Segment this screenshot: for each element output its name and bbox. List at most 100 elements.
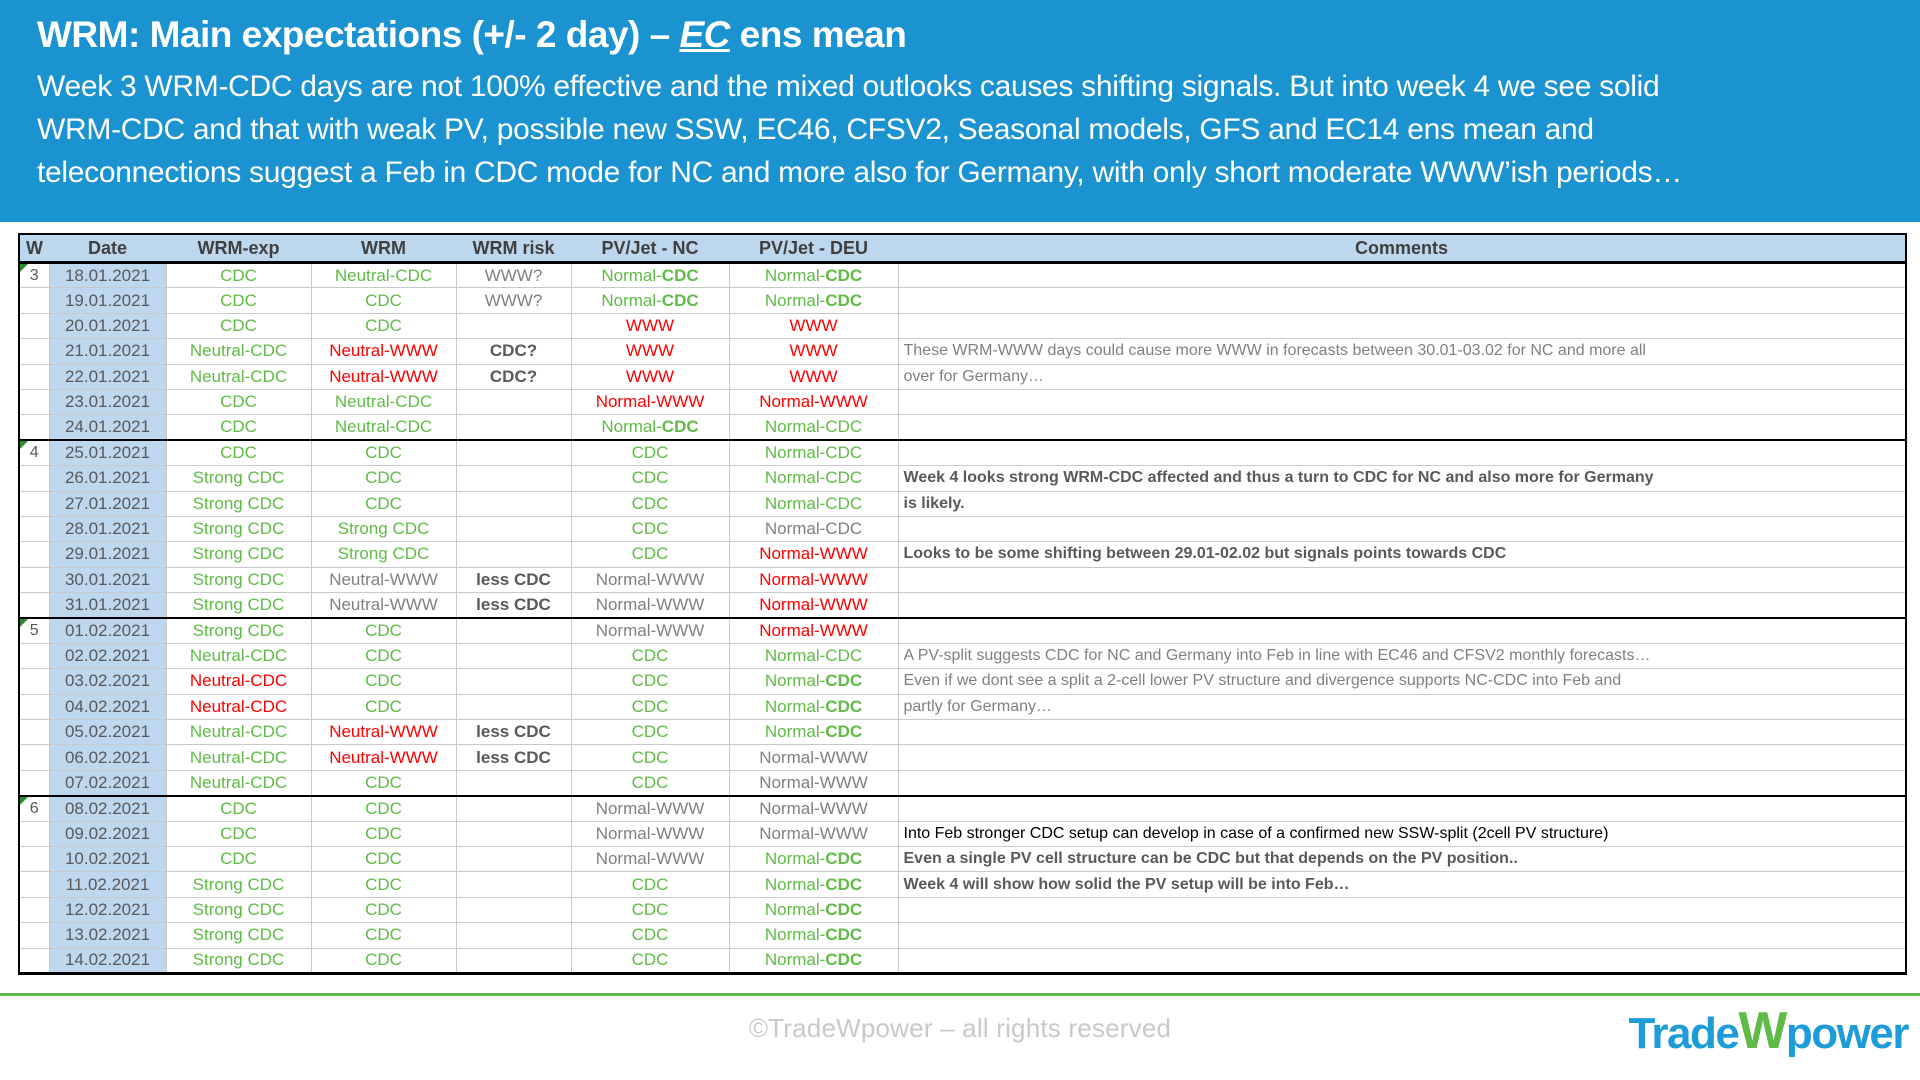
cell-pvjet-nc: CDC	[570, 515, 730, 543]
cell-wrm-risk	[455, 947, 572, 974]
cell-pvjet-nc: Normal-WWW	[570, 566, 730, 594]
cell-pvjet-nc: Normal-CDC	[570, 414, 730, 441]
logo-text-power: power	[1785, 1009, 1910, 1058]
cell-text-prefix: Normal-	[764, 290, 826, 310]
cell-pvjet-nc: Normal-CDC	[570, 287, 730, 314]
cell-week	[18, 845, 50, 873]
cell-comment: These WRM-WWW days could cause more WWW …	[897, 338, 1907, 365]
cell-text-bold: CDC	[661, 290, 699, 310]
cell-wrm-exp: Neutral-CDC	[165, 363, 312, 390]
cell-pvjet-nc: Normal-WWW	[570, 616, 730, 644]
cell-wrm-risk: CDC?	[455, 363, 572, 390]
cell-wrm: Neutral-CDC	[310, 388, 457, 416]
cell-wrm-risk: CDC?	[455, 338, 572, 365]
cell-pvjet-deu: Normal-WWW	[728, 566, 899, 594]
cell-pvjet-deu: Normal-CDC	[728, 871, 899, 898]
cell-pvjet-nc: Normal-WWW	[570, 845, 730, 873]
cell-date: 30.01.2021	[48, 566, 167, 594]
column-header-wrm: WRM	[311, 234, 456, 264]
cell-wrm-risk	[455, 490, 572, 517]
cell-pvjet-nc: CDC	[570, 439, 730, 467]
cell-pvjet-nc: CDC	[570, 871, 730, 898]
cell-date: 03.02.2021	[48, 668, 167, 695]
cell-wrm-risk	[455, 642, 572, 670]
cell-wrm-risk	[455, 312, 572, 340]
cell-week	[18, 541, 50, 568]
cell-wrm-risk	[455, 439, 572, 467]
header-banner: WRM: Main expectations (+/- 2 day) – EC …	[0, 0, 1920, 222]
cell-comment	[897, 616, 1907, 644]
week-number: 4	[29, 444, 39, 462]
cell-wrm-risk	[455, 465, 572, 492]
cell-wrm-exp: Neutral-CDC	[165, 642, 312, 670]
cell-comment	[897, 261, 1907, 289]
cell-week: 6	[18, 794, 50, 822]
week-start-marker-icon	[20, 264, 28, 272]
cell-text-prefix: Normal-	[764, 696, 826, 716]
cell-wrm: Neutral-WWW	[310, 338, 457, 365]
cell-text-bold: CDC	[825, 899, 863, 919]
cell-wrm-exp: Strong CDC	[165, 616, 312, 644]
cell-wrm: Neutral-CDC	[310, 414, 457, 441]
table-header: W Date WRM-exp WRM WRM risk PV/Jet - NC PV/Jet…	[19, 234, 1906, 264]
cell-wrm: Strong CDC	[310, 541, 457, 568]
cell-wrm: CDC	[310, 465, 457, 492]
cell-wrm: CDC	[310, 642, 457, 670]
cell-pvjet-deu: Normal-CDC	[728, 668, 899, 695]
cell-text-prefix: Normal-	[764, 925, 826, 945]
cell-text-prefix: Normal-	[764, 899, 826, 919]
cell-text-prefix: Normal-	[601, 290, 662, 310]
subtitle-line: Week 3 WRM-CDC days are not 100% effecti…	[37, 70, 1660, 103]
cell-week	[18, 947, 50, 974]
cell-wrm-exp: Neutral-CDC	[165, 769, 312, 797]
table-row: 19.01.2021 CDC CDC WWW? Normal-CDC Normal-CDC	[18, 287, 1907, 314]
cell-wrm-exp: Neutral-CDC	[165, 668, 312, 695]
cell-date: 08.02.2021	[48, 794, 167, 822]
cell-wrm-exp: Strong CDC	[165, 947, 312, 974]
cell-pvjet-deu: Normal-CDC	[728, 947, 899, 974]
table-row: 4 25.01.2021 CDC CDC CDC Normal-CDC	[18, 439, 1907, 467]
cell-wrm-risk	[455, 668, 572, 695]
cell-pvjet-deu: Normal-CDC	[728, 515, 899, 543]
table-row: 02.02.2021 Neutral-CDC CDC CDC Normal-CDC A P…	[18, 642, 1907, 670]
cell-pvjet-nc: Normal-WWW	[570, 794, 730, 822]
cell-week	[18, 287, 50, 314]
cell-wrm-exp: CDC	[165, 261, 312, 289]
cell-pvjet-nc: CDC	[570, 693, 730, 721]
cell-wrm-exp: CDC	[165, 414, 312, 441]
table-row: 5 01.02.2021 Strong CDC CDC Normal-WWW Normal…	[18, 616, 1907, 644]
cell-wrm: CDC	[310, 871, 457, 898]
cell-wrm-exp: Neutral-CDC	[165, 693, 312, 721]
column-header-wrm-exp: WRM-exp	[166, 234, 311, 264]
week-start-marker-icon	[20, 797, 28, 805]
cell-wrm-risk	[455, 820, 572, 847]
cell-comment: is likely.	[897, 490, 1907, 517]
cell-pvjet-nc: Normal-WWW	[570, 820, 730, 847]
cell-comment	[897, 287, 1907, 314]
cell-wrm: CDC	[310, 820, 457, 847]
cell-wrm: CDC	[310, 312, 457, 340]
cell-week	[18, 388, 50, 416]
cell-wrm: Neutral-WWW	[310, 363, 457, 390]
cell-wrm-exp: CDC	[165, 845, 312, 873]
cell-text-prefix: Normal-	[764, 849, 826, 869]
cell-date: 10.02.2021	[48, 845, 167, 873]
table-row: 6 08.02.2021 CDC CDC Normal-WWW Normal-WWW	[18, 794, 1907, 822]
cell-pvjet-deu: Normal-CDC	[728, 287, 899, 314]
week-number: 5	[29, 621, 39, 639]
cell-text-prefix: Normal-	[764, 950, 826, 970]
column-header-pv-jet-nc: PV/Jet - NC	[571, 234, 729, 264]
cell-comment: Even a single PV cell structure can be C…	[897, 845, 1907, 873]
cell-wrm: CDC	[310, 439, 457, 467]
cell-week	[18, 719, 50, 746]
cell-wrm: CDC	[310, 693, 457, 721]
cell-text-bold: CDC	[661, 417, 699, 437]
cell-week	[18, 515, 50, 543]
cell-wrm-exp: CDC	[165, 287, 312, 314]
cell-text-prefix: Normal-	[764, 722, 826, 742]
cell-comment	[897, 769, 1907, 797]
week-number: 6	[29, 799, 39, 817]
tradewpower-logo: TradeWpower	[1628, 1001, 1910, 1061]
subtitle-line: WRM-CDC and that with weak PV, possible …	[37, 113, 1594, 146]
